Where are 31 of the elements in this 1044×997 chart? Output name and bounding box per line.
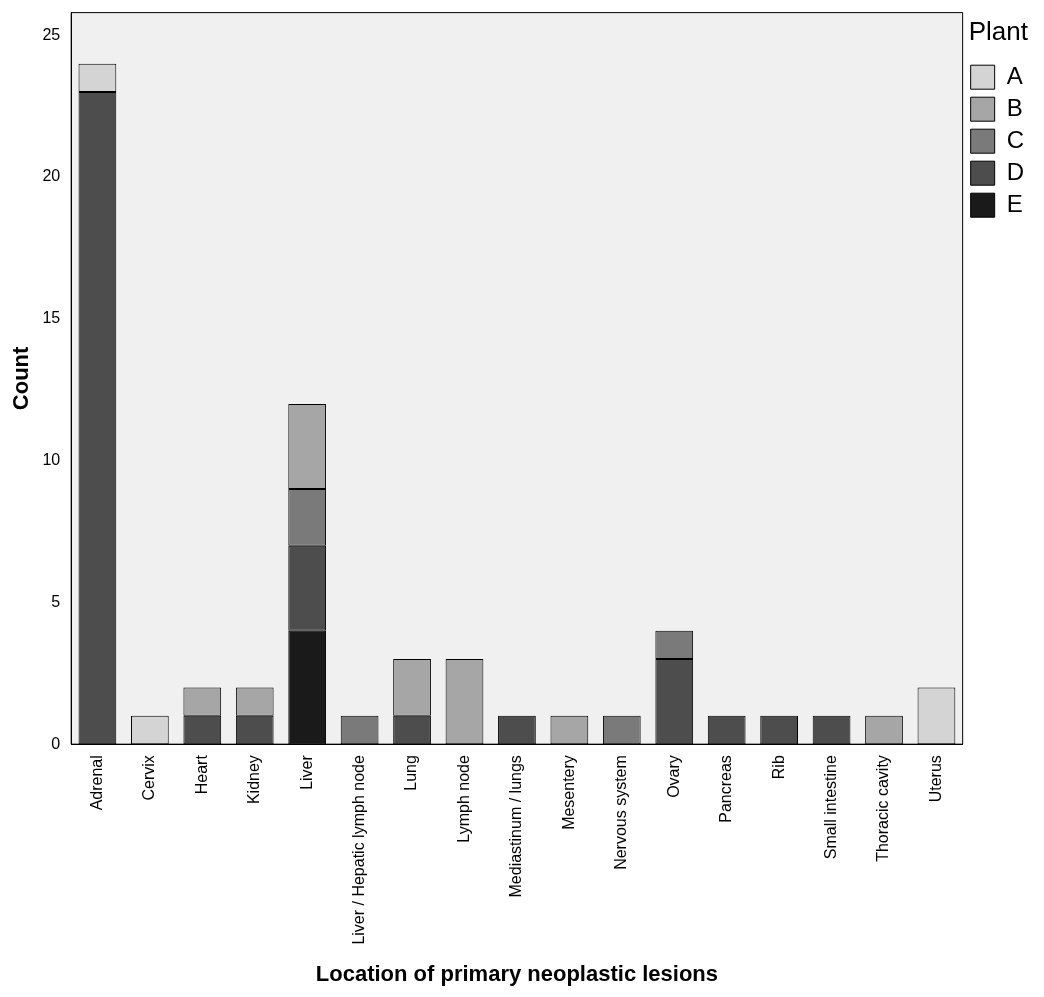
legend-label: E [1006,189,1023,217]
x-tick-label: Small intestine [821,755,839,860]
y-tick-label: 20 [42,167,61,185]
x-tick-label: Lymph node [454,755,472,843]
y-tick-label: 15 [42,309,61,327]
y-axis-title: Count [8,345,34,411]
x-tick-label: Lung [402,755,420,791]
y-tick-label: 0 [51,734,61,752]
x-tick-label: Kidney [245,755,263,805]
y-tick-label: 10 [42,451,61,469]
x-tick-label: Rib [769,755,787,780]
y-tick-label: 5 [51,592,61,610]
x-tick-label: Thoracic cavity [874,755,892,862]
legend-label: D [1006,157,1025,185]
x-tick-label: Uterus [926,755,944,803]
x-axis-title: Location of primary neoplastic lesions [315,960,719,986]
x-tick-label: Mesentery [559,755,577,830]
x-tick-label: Pancreas [717,755,735,823]
x-tick-label: Liver / Hepatic lymph node [350,755,368,945]
x-tick-label: Heart [192,754,210,795]
x-tick-label: Cervix [140,755,158,801]
x-tick-label: Adrenal [87,755,105,811]
legend-label: C [1006,125,1025,153]
x-tick-label: Mediastinum / lungs [507,755,525,898]
legend-title: Plant [968,16,1029,47]
x-tick-label: Liver [297,754,315,790]
legend-label: A [1006,61,1023,89]
legend-label: B [1006,93,1023,121]
x-tick-label: Ovary [664,755,682,798]
x-tick-label: Nervous system [612,755,630,870]
y-tick-label: 25 [42,25,61,43]
